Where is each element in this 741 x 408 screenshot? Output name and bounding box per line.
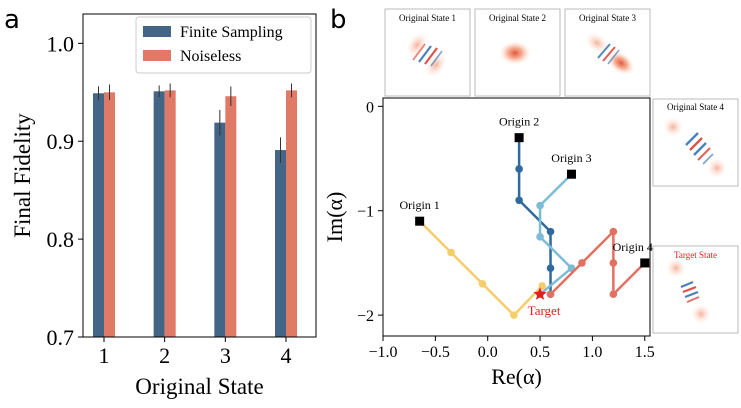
x-tick-label: −0.5 xyxy=(421,344,450,361)
trajectory-line xyxy=(549,230,646,296)
origin-marker xyxy=(514,133,524,143)
bar xyxy=(286,90,297,337)
x-tick-label: 3 xyxy=(220,343,231,368)
target-label: Target xyxy=(528,303,561,318)
y-axis-label: Final Fidelity xyxy=(10,113,35,238)
thumbnail-target-state: Target State xyxy=(652,245,739,334)
wigner-pattern-3 xyxy=(585,32,635,75)
thumbnail-label: Original State 4 xyxy=(667,102,724,112)
thumbnail-label: Target State xyxy=(674,250,717,260)
x-tick-label: 0.0 xyxy=(478,344,498,361)
trajectory-point xyxy=(546,264,555,272)
thumbnail-label: Original State 1 xyxy=(399,13,456,23)
trajectory-point xyxy=(546,290,555,299)
trajectory-point xyxy=(609,227,618,236)
origin-marker xyxy=(566,169,576,179)
trajectory-point xyxy=(538,282,546,290)
trajectory-point xyxy=(536,233,544,241)
y-tick-label: −1 xyxy=(357,204,374,221)
thumbnail-label: Original State 2 xyxy=(489,13,546,23)
trajectory-line xyxy=(517,137,552,295)
y-axis-label: Im(α) xyxy=(322,192,347,243)
legend: Finite Sampling Noiseless xyxy=(135,16,312,74)
trajectory-point xyxy=(546,227,555,236)
origin-label: Origin 4 xyxy=(613,240,653,254)
trajectory-point xyxy=(447,248,455,257)
x-tick-label: 2 xyxy=(159,343,170,368)
origin-label: Origin 2 xyxy=(499,115,539,129)
thumbnail-label: Original State 3 xyxy=(579,13,636,23)
y-tick-label: 1.0 xyxy=(47,31,75,56)
y-tick-label: −2 xyxy=(357,308,374,325)
wigner-pattern-4 xyxy=(663,117,727,178)
wigner-thumbnails: Original State 1 Original State 2 Origin… xyxy=(384,8,739,334)
wigner-pattern-target xyxy=(666,258,711,324)
bar xyxy=(153,91,165,337)
trajectory-point xyxy=(510,311,518,319)
panel-label-b: b xyxy=(330,5,347,35)
bar xyxy=(214,122,226,338)
x-axis-label: Re(α) xyxy=(491,364,542,389)
thumbnail-original-state-1: Original State 1 xyxy=(384,8,471,97)
x-tick-label: 1 xyxy=(99,343,110,368)
x-tick-label: 0.5 xyxy=(530,344,550,361)
bar xyxy=(93,93,104,337)
y-tick-label: 0.7 xyxy=(47,325,75,350)
origin-label: Origin 1 xyxy=(399,198,439,212)
legend-label: Finite Sampling xyxy=(180,24,283,41)
origin-marker xyxy=(640,258,650,268)
trajectory-point xyxy=(515,196,523,205)
plot-frame xyxy=(82,13,317,338)
bar xyxy=(275,150,286,337)
y-tick-label: 0.8 xyxy=(47,227,75,252)
legend-frame xyxy=(135,16,312,74)
trajectory-line xyxy=(538,173,573,296)
trajectory-point xyxy=(515,165,523,173)
bar xyxy=(225,96,237,337)
trajectory-point xyxy=(609,290,618,299)
legend-swatch xyxy=(143,50,171,61)
target-star xyxy=(533,287,547,300)
trajectory-point xyxy=(478,280,487,288)
x-tick-label: −1.0 xyxy=(368,344,397,361)
x-tick-label: 1.5 xyxy=(635,344,655,361)
origin-label: Origin 3 xyxy=(551,151,591,165)
x-tick-label: 1.0 xyxy=(582,344,602,361)
trajectory-chart: Origin 1 Origin 2 Origin 3 Origin 4 Target −1… xyxy=(322,97,655,389)
bar xyxy=(104,92,115,337)
thumbnail-original-state-2: Original State 2 xyxy=(474,8,561,97)
thumbnail-original-state-3: Original State 3 xyxy=(564,8,651,97)
legend-label: Noiseless xyxy=(180,48,241,65)
trajectory-point xyxy=(578,259,586,267)
trajectory-point xyxy=(536,201,544,210)
y-tick-label: 0 xyxy=(366,99,374,116)
bar-chart: 0.7 0.8 0.9 1.0 1 2 3 4 Original State Final Fide… xyxy=(10,13,317,399)
bar xyxy=(164,90,176,337)
trajectory-point xyxy=(609,259,618,267)
panel-label-a: a xyxy=(4,5,20,35)
origin-marker xyxy=(415,216,425,226)
x-axis-label: Original State xyxy=(135,374,263,399)
legend-swatch xyxy=(143,26,171,37)
wigner-pattern-1 xyxy=(406,32,447,78)
y-tick-label: 0.9 xyxy=(47,129,75,154)
trajectory-line xyxy=(418,220,544,317)
wigner-pattern-2 xyxy=(499,41,531,65)
plot-frame xyxy=(382,97,651,337)
thumbnail-original-state-4: Original State 4 xyxy=(652,98,739,187)
x-tick-label: 4 xyxy=(281,343,292,368)
